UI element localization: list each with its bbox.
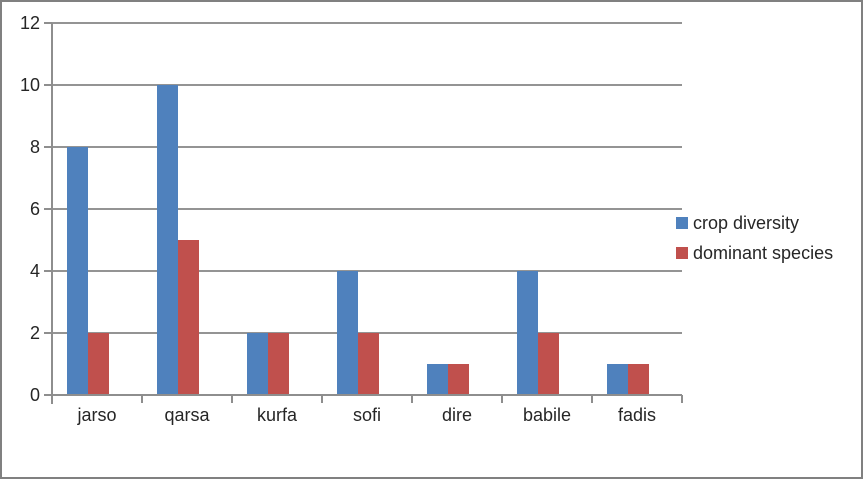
bar-qarsa-crop-diversity	[157, 85, 178, 395]
y-axis-tick-2	[44, 332, 52, 334]
bar-dire-crop-diversity	[427, 364, 448, 395]
x-axis-tick-0	[51, 395, 53, 403]
bar-fadis-dominant-species	[628, 364, 649, 395]
y-axis-label-2: 2	[29, 323, 40, 343]
x-axis-label-babile: babile	[522, 405, 572, 425]
y-axis-label-10: 10	[19, 75, 40, 95]
gridline-12	[52, 22, 682, 24]
y-axis-line	[51, 23, 53, 404]
x-axis-line	[44, 394, 682, 396]
gridline-4	[52, 270, 682, 272]
x-axis-label-dire: dire	[441, 405, 472, 425]
y-axis-label-12: 12	[19, 13, 40, 33]
bar-fadis-crop-diversity	[607, 364, 628, 395]
gridline-6	[52, 208, 682, 210]
y-axis-tick-6	[44, 208, 52, 210]
y-axis-label-8: 8	[29, 137, 40, 157]
x-axis-tick-5	[501, 395, 503, 403]
y-axis-tick-0	[44, 394, 52, 396]
x-axis-tick-7	[681, 395, 683, 403]
gridline-10	[52, 84, 682, 86]
x-axis-label-jarso: jarso	[77, 405, 117, 425]
bar-sofi-dominant-species	[358, 333, 379, 395]
y-axis-tick-4	[44, 270, 52, 272]
y-axis-tick-12	[44, 22, 52, 24]
legend-swatch-dominant-species	[676, 247, 688, 259]
y-axis-label-4: 4	[29, 261, 40, 281]
bar-kurfa-crop-diversity	[247, 333, 268, 395]
x-axis-tick-4	[411, 395, 413, 403]
x-axis-label-fadis: fadis	[617, 405, 657, 425]
x-axis-tick-6	[591, 395, 593, 403]
bar-babile-dominant-species	[538, 333, 559, 395]
x-axis-tick-1	[141, 395, 143, 403]
y-axis-tick-10	[44, 84, 52, 86]
x-axis-label-sofi: sofi	[352, 405, 381, 425]
y-axis-label-6: 6	[29, 199, 40, 219]
bar-dire-dominant-species	[448, 364, 469, 395]
y-axis-label-0: 0	[29, 385, 40, 405]
bar-qarsa-dominant-species	[178, 240, 199, 395]
x-axis-label-kurfa: kurfa	[256, 405, 298, 425]
x-axis-label-qarsa: qarsa	[164, 405, 210, 425]
x-axis-tick-3	[321, 395, 323, 403]
bar-jarso-dominant-species	[88, 333, 109, 395]
bar-jarso-crop-diversity	[67, 147, 88, 395]
bar-sofi-crop-diversity	[337, 271, 358, 395]
y-axis-tick-8	[44, 146, 52, 148]
legend-label-dominant-species: dominant species	[693, 243, 834, 263]
bar-kurfa-dominant-species	[268, 333, 289, 395]
x-axis-tick-2	[231, 395, 233, 403]
legend-label-crop-diversity: crop diversity	[693, 213, 800, 233]
legend-swatch-crop-diversity	[676, 217, 688, 229]
bar-babile-crop-diversity	[517, 271, 538, 395]
gridline-8	[52, 146, 682, 148]
